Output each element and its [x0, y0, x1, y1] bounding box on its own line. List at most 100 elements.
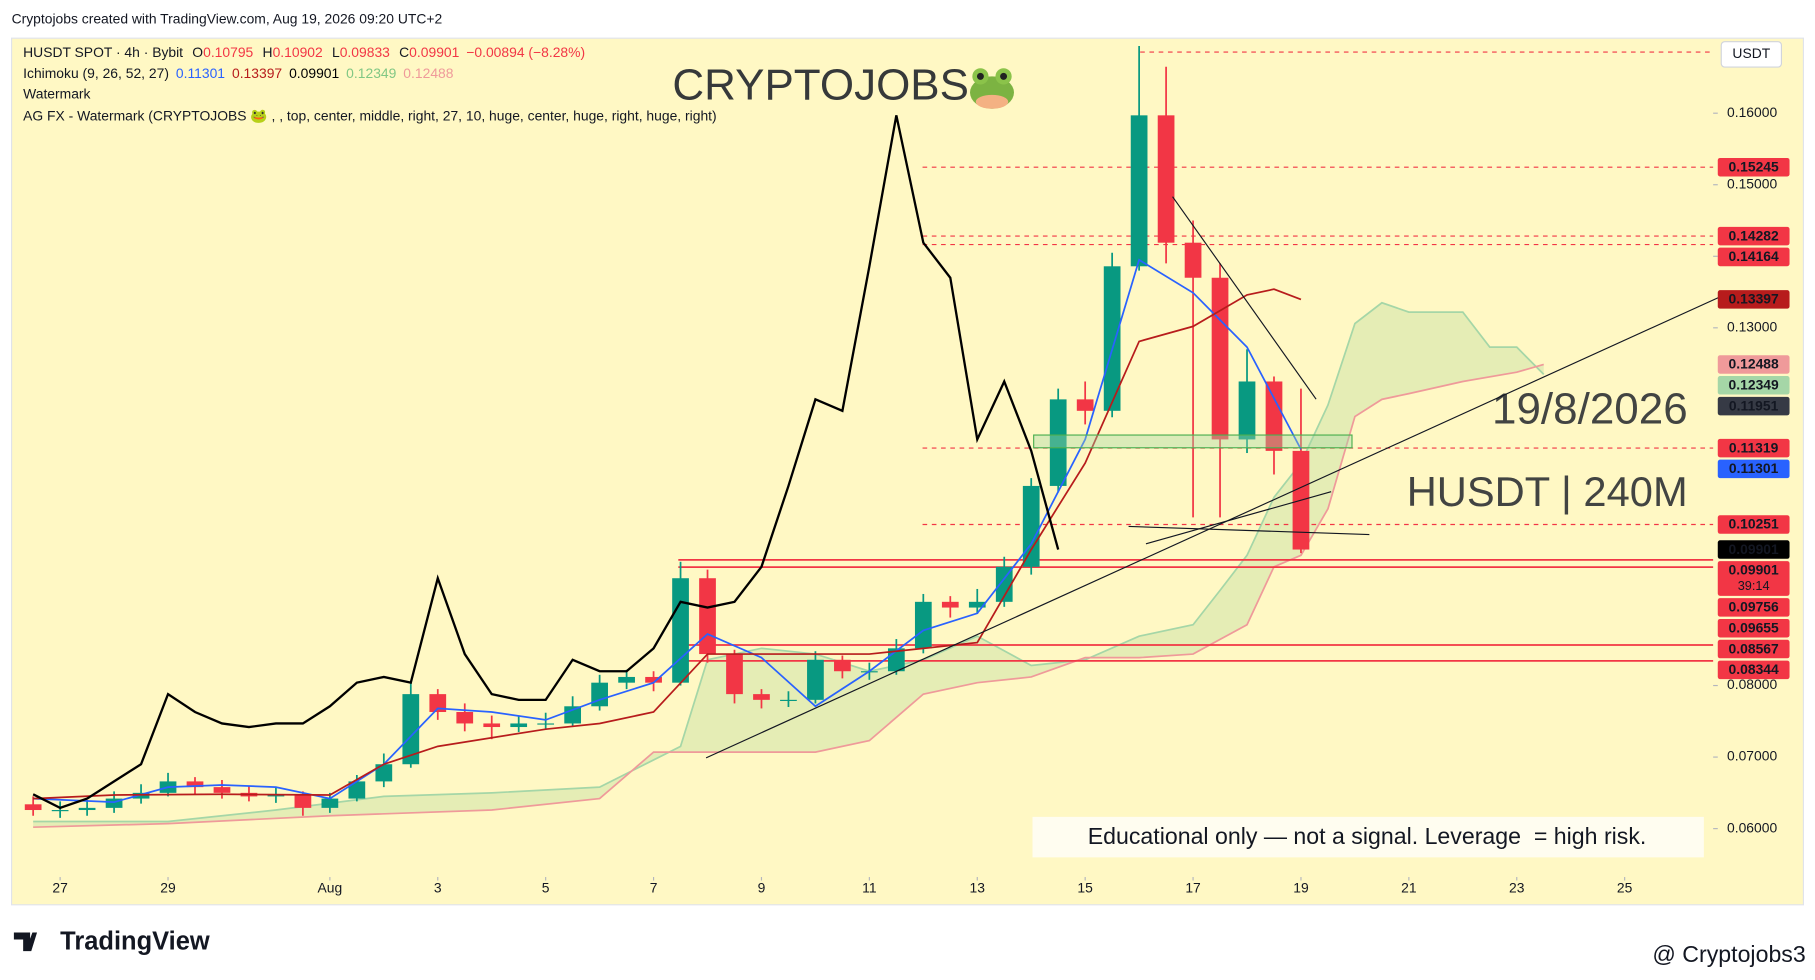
- x-tick-label: 11: [862, 879, 877, 895]
- price-tag: [1717, 226, 1790, 246]
- price-tag: [1717, 618, 1790, 638]
- candle-body: [186, 781, 204, 788]
- date-watermark: 19/8/2026: [1492, 385, 1688, 434]
- price-tag: [1717, 598, 1790, 617]
- currency-box[interactable]: [1720, 41, 1783, 68]
- ichimoku-base: [33, 288, 1302, 800]
- price-tag-label: 0.12488: [1729, 356, 1779, 372]
- legend-key: O: [192, 44, 203, 60]
- candle-body: [1076, 399, 1094, 411]
- y-tick-label: 0.06000: [1727, 819, 1777, 835]
- candle-body: [1022, 485, 1040, 567]
- price-tag: [1717, 290, 1790, 309]
- logo-text: TradingView: [60, 928, 210, 956]
- price-tag-label: 0.13397: [1729, 291, 1779, 307]
- candle-body: [591, 682, 608, 707]
- trendline: [705, 296, 1720, 759]
- x-tick-label: 15: [1077, 879, 1093, 895]
- trendline: [1128, 525, 1370, 536]
- candle-body: [1049, 399, 1067, 486]
- price-tag: [1717, 561, 1790, 596]
- candle-body: [429, 694, 447, 713]
- price-tag-label: 0.11301: [1729, 460, 1779, 476]
- candle-body: [213, 787, 231, 793]
- user-watermark: @ Cryptojobs3: [1652, 941, 1805, 967]
- trendline: [1172, 196, 1317, 400]
- candle-body: [132, 792, 150, 799]
- price-tag: [1717, 396, 1790, 416]
- price-tag: [1717, 660, 1790, 680]
- candle-body: [1130, 115, 1148, 267]
- watermark: CRYPTOJOBS: [672, 61, 969, 110]
- x-tick-label: 17: [1185, 879, 1201, 895]
- price-tag-label: 0.12349: [1729, 377, 1779, 393]
- x-tick-label: 23: [1509, 879, 1525, 895]
- credit: Cryptojobs created with TradingView.com,…: [12, 10, 443, 26]
- candle-body: [968, 601, 986, 608]
- candle-body: [537, 723, 555, 725]
- legend-value: 0.10902: [273, 44, 323, 60]
- price-tag-label: 0.14164: [1729, 248, 1779, 264]
- frog-icon: [970, 68, 1014, 109]
- x-tick-label: Aug: [318, 879, 343, 895]
- price-tag: [1717, 247, 1790, 267]
- legend-change: −0.00894 (−8.28%): [466, 44, 585, 60]
- x-tick-label: 29: [160, 879, 176, 895]
- y-tick-label: 0.07000: [1727, 748, 1777, 764]
- y-tick-label: 0.13000: [1727, 318, 1777, 334]
- legend-value: 0.09833: [340, 44, 390, 60]
- candle-body: [834, 659, 851, 672]
- x-tick-label: 3: [434, 879, 442, 895]
- candle-body: [321, 798, 339, 808]
- y-tick-label: 0.16000: [1727, 104, 1777, 120]
- currency: USDT: [1732, 45, 1770, 61]
- price-tag: [1717, 157, 1790, 177]
- ichimoku-lagging: [32, 115, 1060, 810]
- price-tag-label: 0.11951: [1729, 397, 1779, 413]
- candle-body: [1238, 381, 1256, 440]
- candle-body: [780, 699, 797, 702]
- y-tick-label: 0.08000: [1727, 676, 1777, 692]
- price-tag-label: 0.08567: [1729, 640, 1779, 656]
- legend-key: L: [332, 44, 340, 60]
- price-tag-label: 0.10251: [1729, 516, 1779, 532]
- candle-body: [375, 764, 393, 782]
- ichimoku-span-b: [33, 363, 1544, 829]
- legend-key: H: [263, 44, 273, 60]
- price-tag: [1717, 376, 1790, 395]
- candle-body: [995, 566, 1013, 602]
- x-tick-label: 19: [1293, 879, 1309, 895]
- candle-body: [1265, 381, 1283, 451]
- trendline: [1145, 491, 1332, 545]
- candle-body: [726, 654, 743, 695]
- candle-body: [51, 810, 69, 812]
- candle-body: [564, 706, 582, 724]
- candle-body: [699, 578, 716, 655]
- legend-symbol: HUSDT SPOT · 4h · Bybit: [23, 44, 183, 60]
- zone-box: [1033, 434, 1353, 449]
- price-tag-label: 0.15245: [1729, 158, 1779, 174]
- legend-key: C: [399, 44, 409, 60]
- candle-body: [914, 601, 932, 649]
- price-tag-label: 0.09901: [1729, 541, 1779, 557]
- ichimoku-conversion: [33, 258, 1302, 804]
- candle-body: [78, 807, 96, 811]
- candle-body: [1184, 242, 1202, 278]
- indicator-value: 0.13397: [232, 65, 282, 81]
- candle-body: [24, 804, 42, 811]
- x-tick-label: 7: [650, 879, 658, 895]
- indicator-name: Ichimoku (9, 26, 52, 27): [23, 65, 169, 81]
- indicator-value: 0.09901: [289, 65, 339, 81]
- drawings: [705, 196, 1720, 759]
- price-tag-label: 0.14282: [1729, 227, 1779, 243]
- candle-body: [618, 676, 635, 683]
- pair-watermark: HUSDT | 240M: [1407, 468, 1688, 515]
- legend-line: Watermark: [23, 86, 90, 102]
- legend-value: 0.10795: [203, 44, 253, 60]
- note-box: [1032, 816, 1704, 858]
- price-tag-label: 0.09756: [1729, 599, 1779, 615]
- legend-line: Ichimoku (9, 26, 52, 27) 0.11301 0.13397 0.…: [23, 65, 454, 81]
- candle-body: [294, 794, 312, 808]
